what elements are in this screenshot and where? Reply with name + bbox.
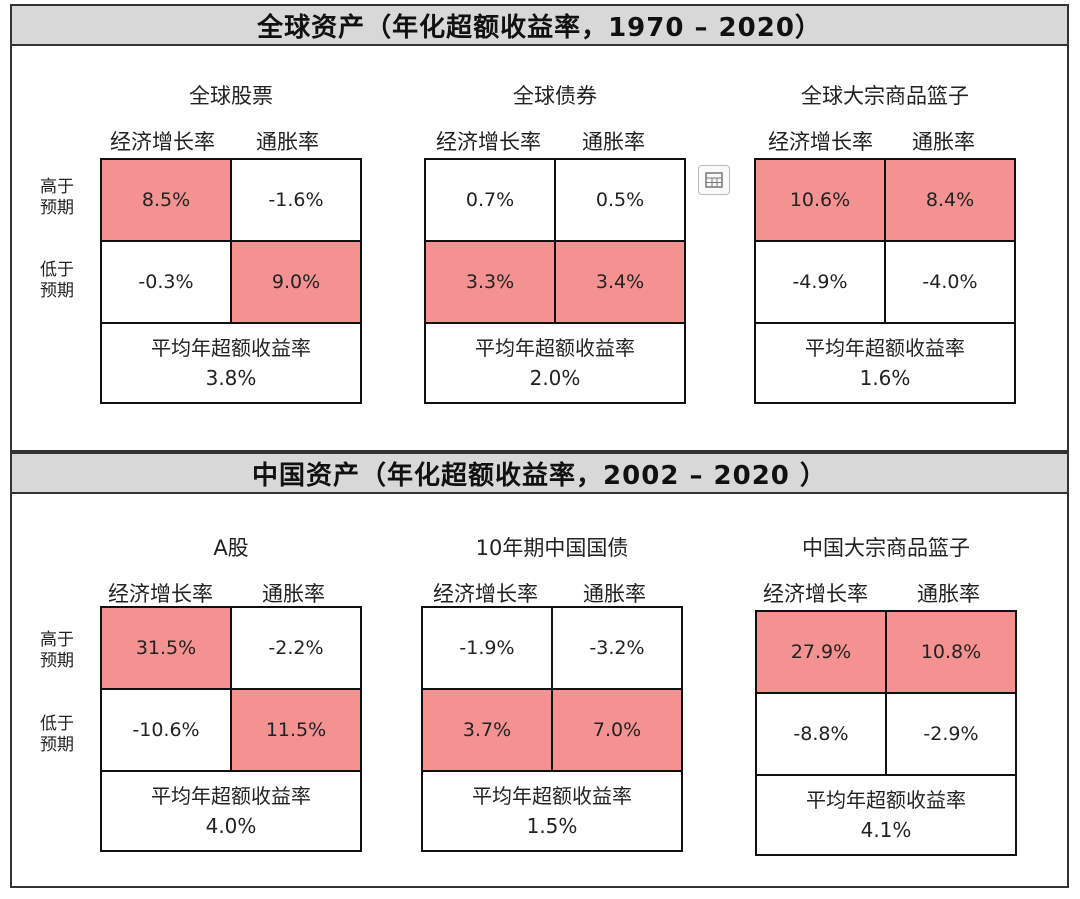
cell-inflation-above: -1.6% [232, 160, 360, 242]
average-value: 4.1% [860, 818, 912, 842]
matrix: -1.9% -3.2% 3.7% 7.0% 平均年超额收益率 1.5% [421, 606, 683, 852]
cell-growth-below: -8.8% [757, 694, 887, 776]
col-label-inflation: 通胀率 [582, 130, 645, 154]
matrix: 8.5% -1.6% -0.3% 9.0% 平均年超额收益率 3.8% [100, 158, 362, 404]
average-label: 平均年超额收益率 [151, 336, 311, 360]
row-label-text: 低于 预期 [40, 714, 74, 755]
table-icon[interactable] [698, 165, 730, 195]
col-label-inflation: 通胀率 [256, 130, 319, 154]
col-label-growth: 经济增长率 [768, 130, 873, 154]
cell-growth-below: 3.7% [423, 690, 553, 772]
panel-a-shares: A股 经济增长率 通胀率 31.5% -2.2% -10.6% 11.5% 平均… [100, 530, 362, 856]
col-label-inflation: 通胀率 [262, 582, 325, 606]
panel-title: 中国大宗商品篮子 [802, 536, 970, 560]
average-value: 1.5% [526, 814, 578, 838]
row-label-below: 低于 预期 [40, 260, 74, 302]
row-label-above: 高于 预期 [40, 630, 74, 672]
average-label: 平均年超额收益率 [472, 784, 632, 808]
panel-title: 全球股票 [189, 84, 273, 108]
panel-title: 10年期中国国债 [475, 536, 629, 560]
col-label-growth: 经济增长率 [436, 130, 541, 154]
cell-inflation-below: -2.9% [887, 694, 1015, 776]
col-label-growth: 经济增长率 [763, 582, 868, 606]
average-box: 平均年超额收益率 1.5% [423, 772, 681, 850]
cell-inflation-above: -3.2% [553, 608, 681, 690]
cell-growth-above: -1.9% [423, 608, 553, 690]
panel-title: 全球债券 [513, 84, 597, 108]
cell-inflation-above: -2.2% [232, 608, 360, 690]
cell-inflation-below: 7.0% [553, 690, 681, 772]
average-label: 平均年超额收益率 [475, 336, 635, 360]
average-label: 平均年超额收益率 [151, 784, 311, 808]
cell-growth-above: 10.6% [756, 160, 886, 242]
cell-growth-below: 3.3% [426, 242, 556, 324]
average-label: 平均年超额收益率 [805, 336, 965, 360]
cell-growth-below: -0.3% [102, 242, 232, 324]
col-label-inflation: 通胀率 [917, 582, 980, 606]
average-box: 平均年超额收益率 2.0% [426, 324, 684, 402]
col-label-inflation: 通胀率 [912, 130, 975, 154]
cell-growth-above: 27.9% [757, 612, 887, 694]
average-value: 3.8% [205, 366, 257, 390]
average-box: 平均年超额收益率 4.1% [757, 776, 1015, 854]
cell-inflation-above: 0.5% [556, 160, 684, 242]
row-label-below: 低于 预期 [40, 714, 74, 756]
matrix: 0.7% 0.5% 3.3% 3.4% 平均年超额收益率 2.0% [424, 158, 686, 404]
col-label-inflation: 通胀率 [583, 582, 646, 606]
cell-growth-above: 8.5% [102, 160, 232, 242]
col-label-growth: 经济增长率 [110, 130, 215, 154]
table-icon-glyph [705, 172, 723, 188]
matrix: 27.9% 10.8% -8.8% -2.9% 平均年超额收益率 4.1% [755, 610, 1017, 856]
cell-inflation-above: 10.8% [887, 612, 1015, 694]
cell-growth-below: -10.6% [102, 690, 232, 772]
average-value: 2.0% [529, 366, 581, 390]
col-label-growth: 经济增长率 [433, 582, 538, 606]
panel-china-commodities: 中国大宗商品篮子 经济增长率 通胀率 27.9% 10.8% -8.8% -2.… [755, 530, 1017, 856]
col-label-growth: 经济增长率 [108, 582, 213, 606]
average-value: 4.0% [205, 814, 257, 838]
average-box: 平均年超额收益率 1.6% [756, 324, 1014, 402]
section-title: 全球资产（年化超额收益率，1970 – 2020） [12, 6, 1067, 46]
matrix: 31.5% -2.2% -10.6% 11.5% 平均年超额收益率 4.0% [100, 606, 362, 852]
panel-global-bonds: 全球债券 经济增长率 通胀率 0.7% 0.5% 3.3% 3.4% 平均年超额… [424, 78, 686, 404]
cell-inflation-above: 8.4% [886, 160, 1014, 242]
panel-title: A股 [213, 536, 249, 560]
cell-growth-above: 31.5% [102, 608, 232, 690]
panel-global-equity: 全球股票 经济增长率 通胀率 8.5% -1.6% -0.3% 9.0% 平均年… [100, 78, 362, 404]
cell-growth-below: -4.9% [756, 242, 886, 324]
panel-china-10y-bond: 10年期中国国债 经济增长率 通胀率 -1.9% -3.2% 3.7% 7.0%… [421, 530, 683, 856]
row-label-above: 高于 预期 [40, 177, 74, 219]
panel-global-commodities: 全球大宗商品篮子 经济增长率 通胀率 10.6% 8.4% -4.9% -4.0… [754, 78, 1016, 404]
cell-inflation-below: 9.0% [232, 242, 360, 324]
average-box: 平均年超额收益率 3.8% [102, 324, 360, 402]
average-label: 平均年超额收益率 [806, 788, 966, 812]
row-label-text: 高于 预期 [40, 630, 74, 671]
matrix: 10.6% 8.4% -4.9% -4.0% 平均年超额收益率 1.6% [754, 158, 1016, 404]
cell-inflation-below: 3.4% [556, 242, 684, 324]
average-value: 1.6% [859, 366, 911, 390]
cell-inflation-below: -4.0% [886, 242, 1014, 324]
section-title: 中国资产（年化超额收益率，2002 – 2020 ） [12, 454, 1067, 494]
cell-inflation-below: 11.5% [232, 690, 360, 772]
panel-title: 全球大宗商品篮子 [801, 84, 969, 108]
cell-growth-above: 0.7% [426, 160, 556, 242]
row-label-text: 高于 预期 [40, 177, 74, 218]
row-label-text: 低于 预期 [40, 260, 74, 301]
average-box: 平均年超额收益率 4.0% [102, 772, 360, 850]
